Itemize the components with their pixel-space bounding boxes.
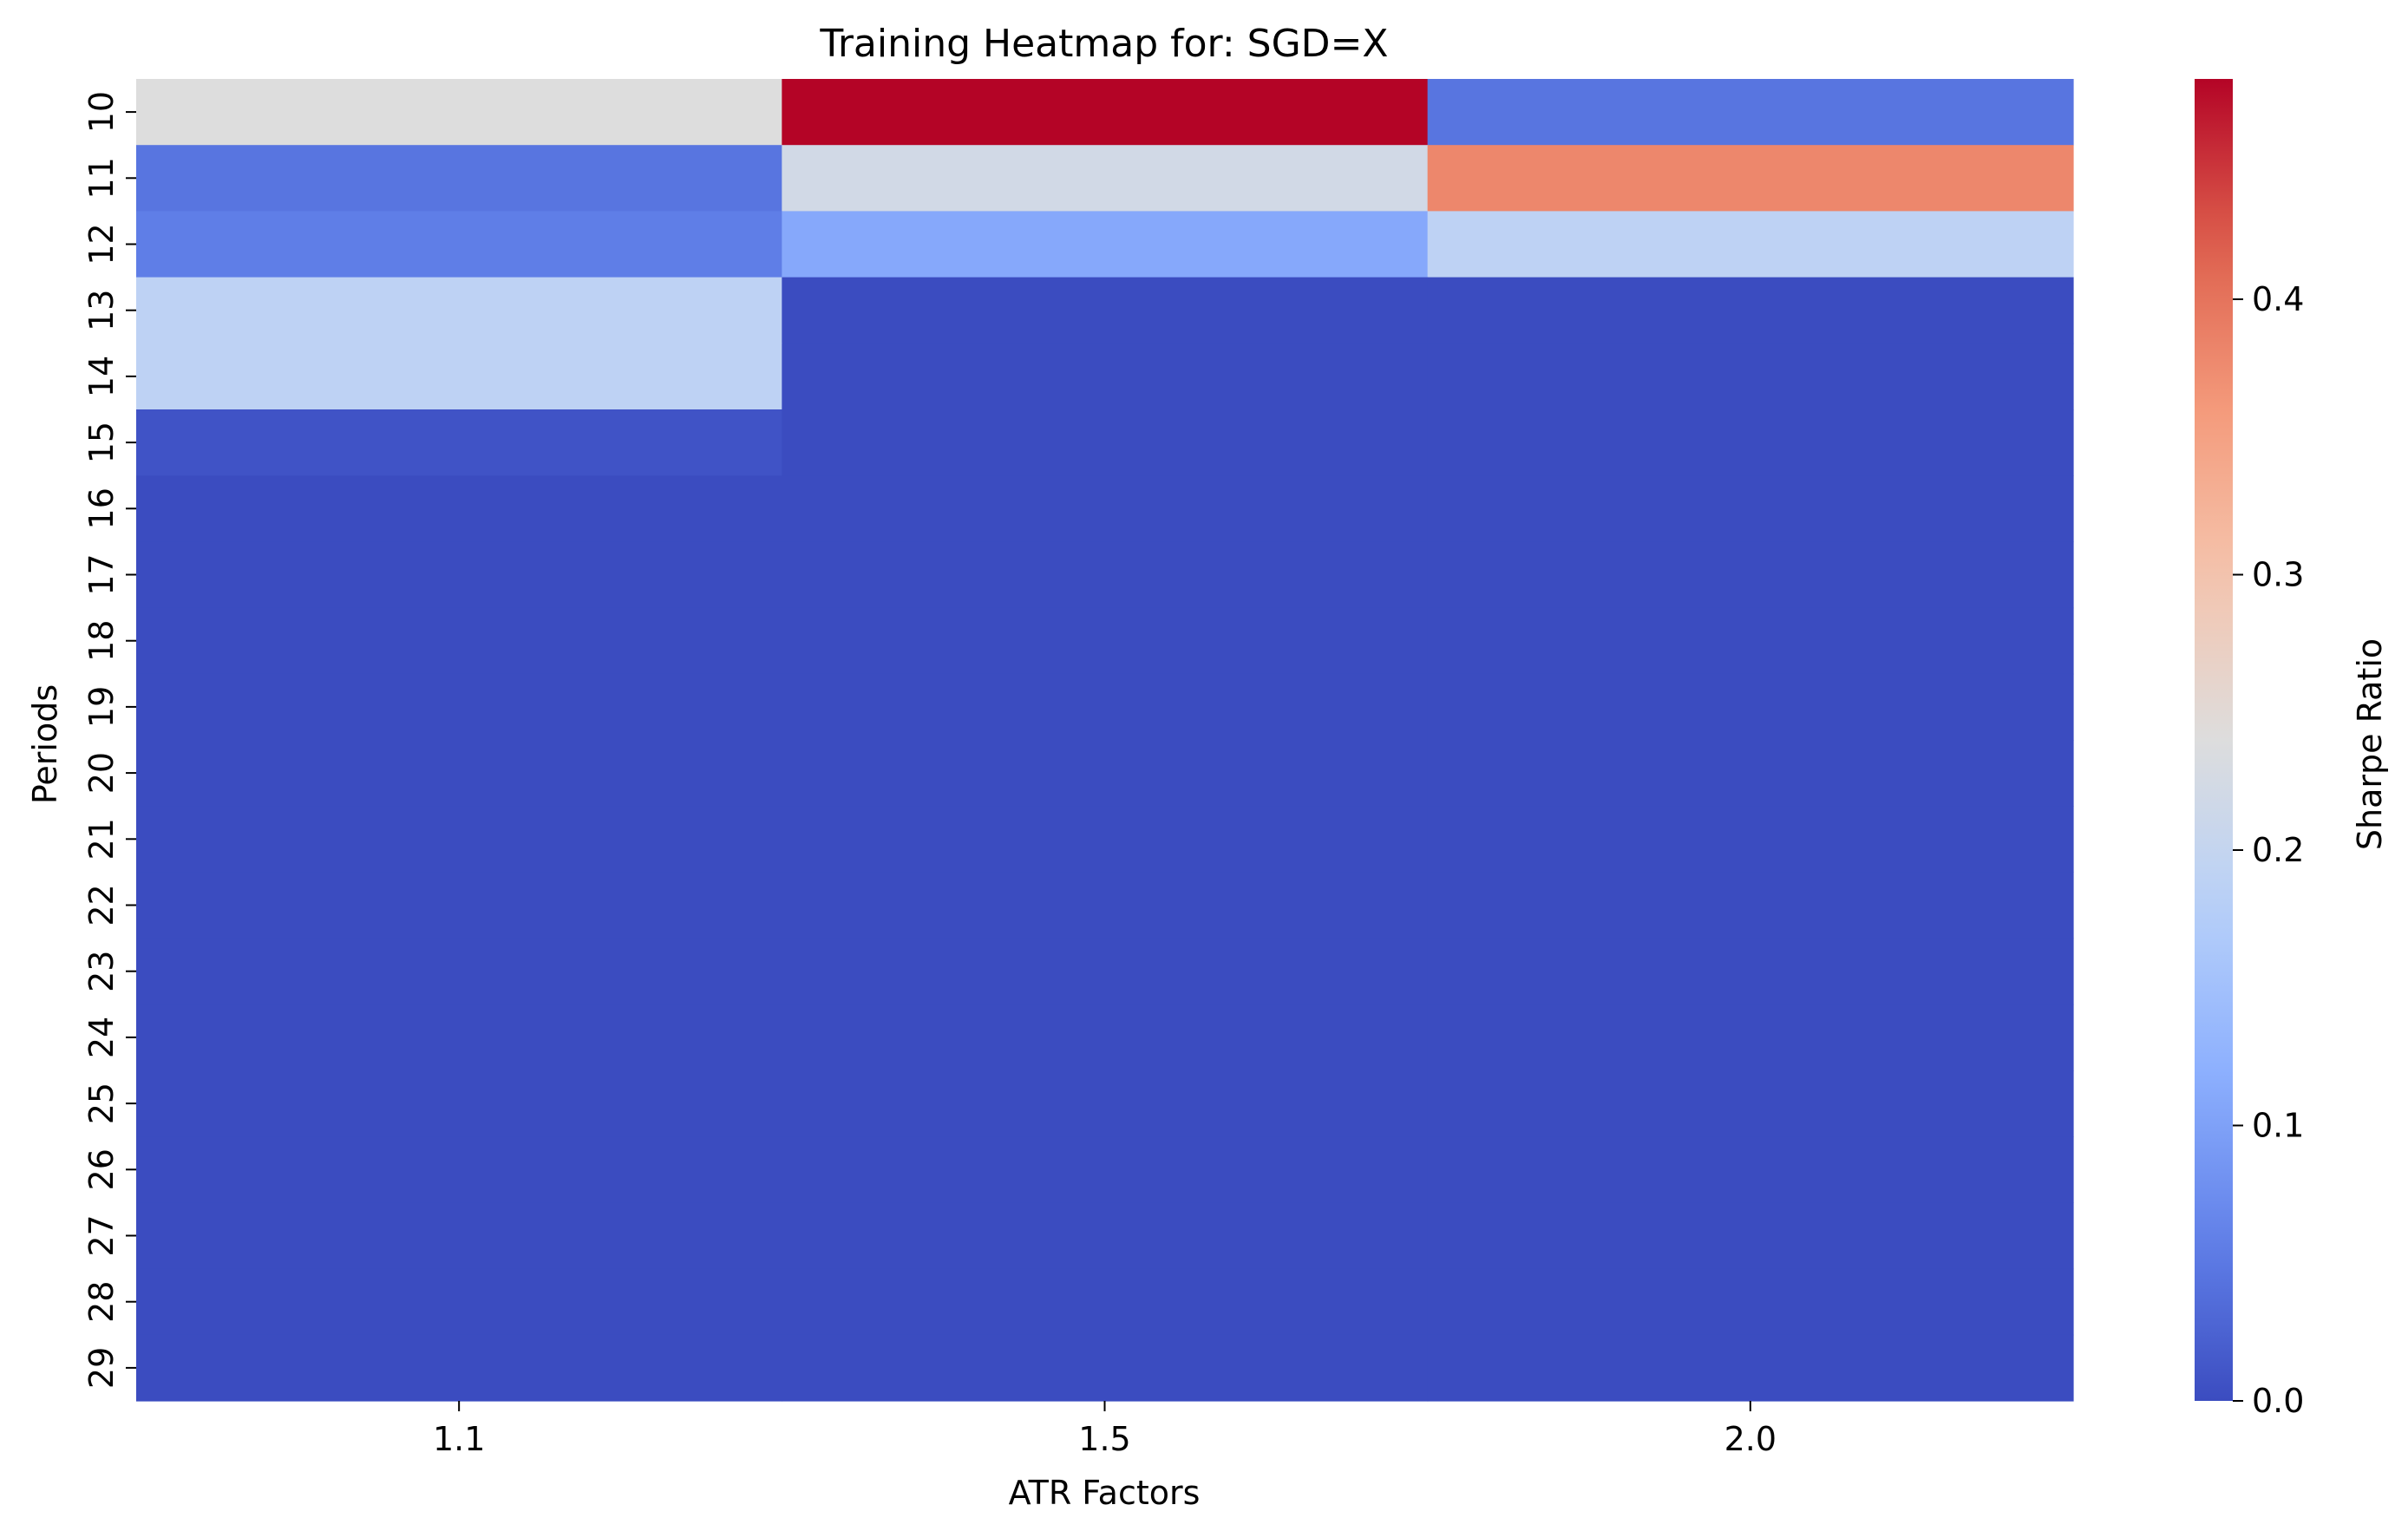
y-axis-ticks: 10 11 12 13 14 15 16 17 18 19 20 21 22 23 24 25 26 27 28 29 <box>82 91 136 1389</box>
x-tick-label: 1.5 <box>1078 1420 1130 1458</box>
y-tick-label: 24 <box>82 1017 121 1058</box>
y-tick-label: 10 <box>82 91 121 133</box>
heatmap-cell <box>782 277 1429 344</box>
heatmap-cell <box>1427 277 2074 344</box>
colorbar-tick-label: 0.4 <box>2252 280 2304 318</box>
heatmap-cell <box>1427 1136 2074 1203</box>
heatmap-cell <box>782 343 1429 410</box>
chart-title: Training Heatmap for: SGD=X <box>819 22 1388 66</box>
y-tick-label: 20 <box>82 752 121 794</box>
colorbar-tick-label: 0.3 <box>2252 556 2304 594</box>
heatmap-cell <box>1427 343 2074 410</box>
heatmap-cell <box>136 938 782 1005</box>
heatmap-cell <box>136 673 782 741</box>
x-tick-label: 2.0 <box>1724 1420 1777 1458</box>
colorbar-label: Sharpe Ratio <box>2351 638 2389 850</box>
heatmap-cell <box>782 1202 1429 1270</box>
y-axis-label: Periods <box>26 684 64 804</box>
heatmap-cell <box>136 1334 782 1402</box>
heatmap-cell <box>1427 1202 2074 1270</box>
heatmap-cell <box>782 1070 1429 1137</box>
heatmap-cell <box>1427 79 2074 146</box>
colorbar-ticks: 0.0 0.1 0.2 0.3 0.4 <box>2233 280 2304 1420</box>
heatmap-cell <box>1427 806 2074 873</box>
colorbar <box>2195 79 2233 1401</box>
heatmap-cell <box>136 1268 782 1336</box>
y-tick-label: 15 <box>82 422 121 463</box>
heatmap-cell <box>136 607 782 675</box>
heatmap-cell <box>1427 145 2074 212</box>
heatmap-cell <box>782 740 1429 807</box>
y-tick-label: 25 <box>82 1083 121 1124</box>
y-tick-label: 21 <box>82 818 121 860</box>
heatmap-cell <box>1427 541 2074 609</box>
y-tick-label: 19 <box>82 686 121 728</box>
heatmap-cell <box>136 806 782 873</box>
x-axis-label: ATR Factors <box>1009 1474 1201 1512</box>
heatmap-cell <box>136 1136 782 1203</box>
colorbar-tick-label: 0.2 <box>2252 831 2304 869</box>
x-axis-ticks: 1.1 1.5 2.0 <box>433 1401 1777 1458</box>
y-tick-label: 28 <box>82 1281 121 1323</box>
heatmap-cell <box>136 145 782 212</box>
heatmap-cell <box>1427 872 2074 939</box>
y-tick-label: 27 <box>82 1214 121 1256</box>
heatmap-cell <box>782 806 1429 873</box>
colorbar-tick-label: 0.1 <box>2252 1107 2304 1145</box>
y-tick-label: 17 <box>82 553 121 595</box>
heatmap-cell <box>1427 409 2074 476</box>
heatmap-cell <box>782 673 1429 741</box>
heatmap-cell <box>136 872 782 939</box>
heatmap-cell <box>136 79 782 146</box>
y-tick-label: 14 <box>82 356 121 397</box>
heatmap-cell <box>782 211 1429 278</box>
heatmap-cell <box>1427 740 2074 807</box>
heatmap-cell <box>782 475 1429 542</box>
heatmap-cell <box>1427 1334 2074 1402</box>
heatmap-cell <box>1427 673 2074 741</box>
y-tick-label: 11 <box>82 157 121 199</box>
heatmap-cell <box>782 1334 1429 1402</box>
y-tick-label: 13 <box>82 290 121 331</box>
heatmap-cell <box>136 409 782 476</box>
heatmap-cell <box>782 409 1429 476</box>
heatmap-cell <box>782 79 1429 146</box>
heatmap-cell <box>136 1070 782 1137</box>
y-tick-label: 16 <box>82 487 121 529</box>
heatmap-cell <box>1427 938 2074 1005</box>
heatmap-cell <box>1427 1004 2074 1071</box>
heatmap-cell <box>782 541 1429 609</box>
colorbar-tick-label: 0.0 <box>2252 1382 2304 1420</box>
x-tick-label: 1.1 <box>433 1420 485 1458</box>
heatmap-cell <box>136 1202 782 1270</box>
heatmap-cell <box>1427 211 2074 278</box>
heatmap-cell <box>782 145 1429 212</box>
heatmap-cell <box>782 938 1429 1005</box>
heatmap-cell <box>1427 475 2074 542</box>
heatmap-cell <box>782 1268 1429 1336</box>
y-tick-label: 29 <box>82 1347 121 1389</box>
heatmap-cell <box>1427 607 2074 675</box>
heatmap-cell <box>782 1004 1429 1071</box>
heatmap-cell <box>136 475 782 542</box>
heatmap-cell <box>136 1004 782 1071</box>
y-tick-label: 12 <box>82 223 121 265</box>
heatmap-cell <box>136 740 782 807</box>
heatmap-cell <box>1427 1070 2074 1137</box>
heatmap-cell <box>136 343 782 410</box>
y-tick-label: 23 <box>82 951 121 992</box>
heatmap-cell <box>1427 1268 2074 1336</box>
y-tick-label: 22 <box>82 884 121 926</box>
heatmap-cell <box>782 607 1429 675</box>
y-tick-label: 26 <box>82 1148 121 1190</box>
heatmap-cell <box>782 1136 1429 1203</box>
heatmap-cell <box>136 211 782 278</box>
y-tick-label: 18 <box>82 620 121 662</box>
heatmap-cell <box>136 277 782 344</box>
heatmap-cell <box>782 872 1429 939</box>
heatmap-cell <box>136 541 782 609</box>
heatmap-cells <box>136 79 2074 1402</box>
